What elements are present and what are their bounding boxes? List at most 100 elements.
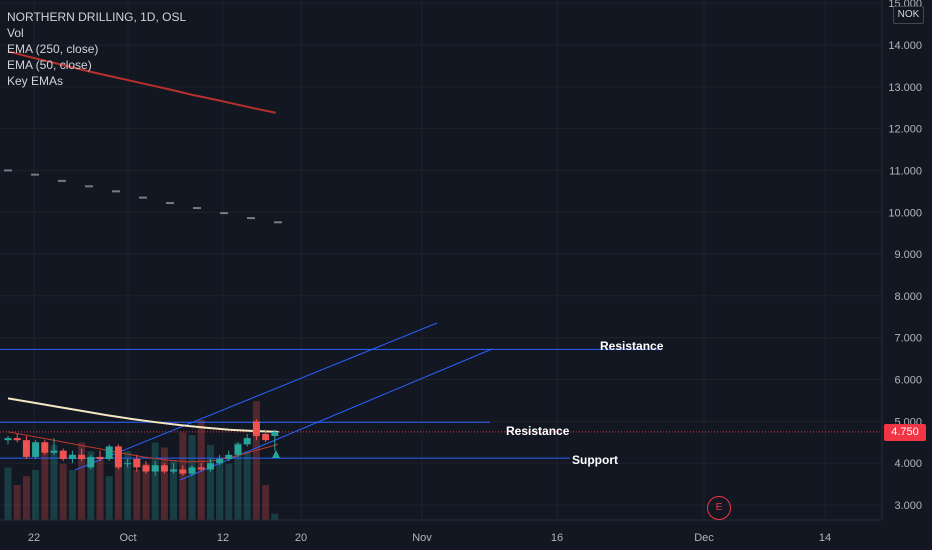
candle-body bbox=[197, 467, 205, 470]
resistance-upper-label: Resistance bbox=[600, 339, 664, 353]
candle-body bbox=[179, 469, 187, 474]
volume-bars bbox=[4, 401, 279, 520]
volume-bar bbox=[41, 447, 49, 520]
candle-body bbox=[78, 454, 86, 459]
volume-bar bbox=[133, 470, 141, 520]
signal-marker-icon bbox=[272, 450, 280, 458]
ema-lines bbox=[4, 50, 282, 463]
ema-short-line bbox=[7, 431, 279, 463]
volume-bar bbox=[206, 445, 214, 520]
volume-bar bbox=[225, 463, 233, 520]
volume-bar bbox=[68, 470, 76, 520]
time-tick-label: Oct bbox=[119, 532, 136, 544]
time-tick-label: 22 bbox=[28, 532, 40, 544]
indicator-key-emas[interactable]: Key EMAs bbox=[7, 74, 64, 88]
volume-bar bbox=[142, 463, 150, 520]
indicator-ema-50[interactable]: EMA (50, close) bbox=[7, 58, 92, 72]
price-tick-label: 8.000 bbox=[894, 291, 922, 303]
candle-body bbox=[41, 442, 49, 453]
volume-bar bbox=[13, 485, 21, 520]
volume-bar bbox=[151, 442, 159, 520]
volume-bar bbox=[50, 445, 58, 520]
candle-body bbox=[225, 454, 233, 459]
level-lines bbox=[0, 322, 882, 481]
candle-body bbox=[50, 450, 58, 453]
ema-50-line bbox=[7, 397, 279, 433]
time-tick-label: Nov bbox=[412, 532, 432, 544]
candle-body bbox=[160, 465, 168, 472]
volume-bar bbox=[252, 401, 260, 520]
candle-body bbox=[234, 444, 242, 455]
candle-body bbox=[13, 438, 21, 441]
candle-body bbox=[22, 440, 30, 457]
price-tick-label: 14.000 bbox=[888, 40, 922, 52]
resistance-lower-label: Resistance bbox=[506, 424, 570, 438]
volume-bar bbox=[234, 442, 242, 520]
volume-bar bbox=[87, 451, 95, 520]
price-axis[interactable]: 3.0004.0005.0006.0007.0008.0009.00010.00… bbox=[0, 0, 922, 521]
price-tick-label: 7.000 bbox=[894, 333, 922, 345]
indicator-vol[interactable]: Vol bbox=[7, 26, 24, 40]
candle-body bbox=[4, 438, 12, 441]
time-tick-label: Dec bbox=[694, 532, 714, 544]
candle-body bbox=[252, 421, 260, 436]
price-tick-label: 11.000 bbox=[889, 165, 922, 177]
time-axis[interactable]: 22 Oct 12 20 Nov 16 Dec 14 bbox=[28, 532, 831, 544]
trend-channel-upper bbox=[74, 322, 438, 471]
support-label: Support bbox=[572, 453, 618, 467]
candle-body bbox=[32, 442, 40, 457]
candle-body bbox=[243, 438, 251, 445]
candle-body bbox=[151, 465, 159, 472]
volume-bar bbox=[96, 460, 104, 520]
candle-body bbox=[188, 467, 196, 474]
ema-250-line bbox=[7, 50, 276, 114]
grid bbox=[0, 0, 882, 520]
volume-bar bbox=[271, 513, 279, 520]
volume-bar bbox=[160, 447, 168, 520]
price-tick-label: 15.000 bbox=[888, 0, 922, 10]
symbol-title[interactable]: NORTHERN DRILLING, 1D, OSL bbox=[7, 10, 187, 24]
time-tick-label: 14 bbox=[819, 532, 831, 544]
candle-body bbox=[206, 463, 214, 470]
volume-bar bbox=[114, 457, 122, 520]
candle-body bbox=[170, 469, 178, 472]
price-tick-label: 13.000 bbox=[888, 82, 922, 94]
price-tick-label: 4.000 bbox=[894, 458, 922, 470]
volume-bar bbox=[188, 435, 196, 520]
volume-bar bbox=[59, 463, 67, 520]
price-tick-label: 3.000 bbox=[894, 500, 922, 512]
price-tick-label: 9.000 bbox=[894, 249, 922, 261]
price-tick-label: 12.000 bbox=[888, 124, 922, 136]
currency-label[interactable]: NOK bbox=[893, 6, 924, 24]
volume-bar bbox=[262, 485, 270, 520]
volume-bar bbox=[243, 451, 251, 520]
earnings-icon[interactable]: E bbox=[707, 496, 731, 520]
time-tick-label: 12 bbox=[217, 532, 229, 544]
candle-body bbox=[262, 433, 270, 441]
volume-bar bbox=[216, 457, 224, 520]
time-tick-label: 20 bbox=[295, 532, 307, 544]
price-tick-label: 6.000 bbox=[894, 375, 922, 387]
candle-body bbox=[96, 456, 104, 459]
candle-body bbox=[87, 456, 95, 468]
candle-body bbox=[142, 465, 150, 472]
price-tick-label: 10.000 bbox=[888, 207, 922, 219]
volume-bar bbox=[124, 451, 132, 520]
volume-bar bbox=[105, 476, 113, 520]
candle-body bbox=[124, 463, 132, 465]
candle-body bbox=[216, 458, 224, 464]
last-price-badge: 4.750 bbox=[884, 424, 926, 441]
volume-bar bbox=[4, 467, 12, 520]
candle-body bbox=[68, 454, 76, 459]
chart-legend: NORTHERN DRILLING, 1D, OSL Vol EMA (250,… bbox=[7, 9, 186, 89]
volume-bar bbox=[179, 432, 187, 520]
volume-bar bbox=[78, 442, 86, 520]
indicator-ema-250[interactable]: EMA (250, close) bbox=[7, 42, 99, 56]
candle-body bbox=[133, 458, 141, 468]
candle-body bbox=[271, 431, 279, 436]
trend-channel-lower bbox=[179, 348, 493, 481]
candle-body bbox=[59, 450, 67, 459]
time-tick-label: 16 bbox=[551, 532, 563, 544]
candle-body bbox=[105, 446, 113, 459]
